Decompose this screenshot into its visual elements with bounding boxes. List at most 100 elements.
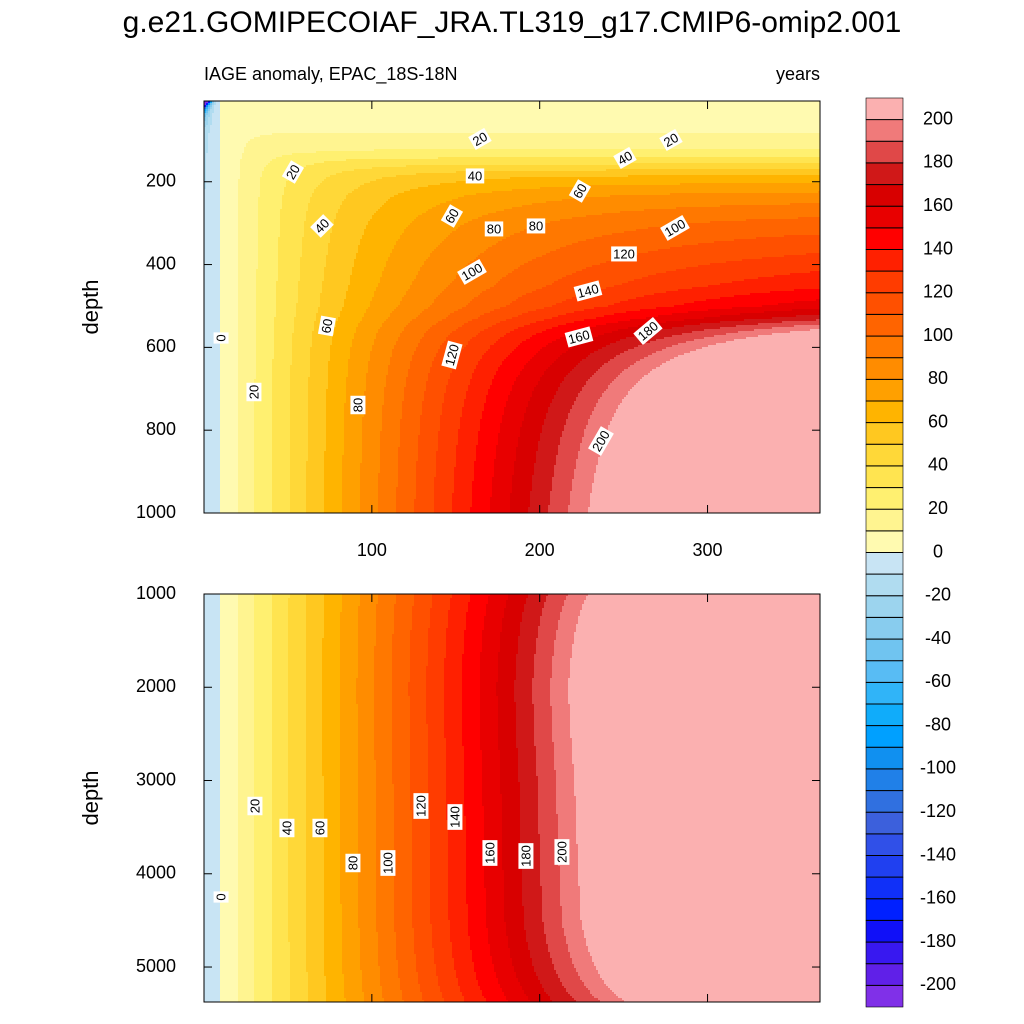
contour-fill [704, 175, 706, 183]
contour-fill [296, 133, 298, 153]
contour-fill [464, 181, 466, 195]
contour-fill [662, 157, 664, 163]
contour-fill [710, 221, 712, 243]
contour-fill [736, 205, 738, 221]
contour-fill [734, 221, 736, 239]
contour-fill [414, 133, 416, 149]
contour-fill [452, 157, 454, 165]
contour-fill [670, 209, 672, 225]
contour-fill [624, 339, 626, 351]
contour-fill [798, 101, 800, 133]
contour-fill [734, 101, 736, 133]
contour-fill [394, 932, 396, 1002]
contour-fill [712, 299, 714, 309]
contour-fill [394, 604, 396, 932]
contour-fill [750, 133, 752, 149]
contour-fill [614, 213, 616, 233]
contour-fill [816, 169, 818, 175]
contour-fill [564, 199, 566, 219]
contour-fill [464, 323, 466, 347]
contour-fill [352, 191, 354, 267]
contour-fill [742, 183, 744, 193]
contour-fill [574, 273, 576, 297]
contour-fill [554, 317, 556, 327]
contour-fill [794, 169, 796, 175]
contour-fill [594, 133, 596, 149]
contour-fill [740, 325, 742, 331]
contour-fill [782, 163, 784, 169]
contour-fill [386, 177, 388, 201]
contour-fill [400, 990, 402, 1002]
contour-fill [778, 219, 780, 237]
contour-fill [770, 175, 772, 183]
contour-fill [542, 321, 544, 331]
contour-fill [784, 183, 786, 193]
contour-fill [386, 594, 388, 1002]
contour-fill [730, 309, 732, 315]
contour-fill [776, 157, 778, 163]
contour-fill [414, 279, 416, 319]
contour-fill [698, 243, 700, 265]
contour-fill [594, 237, 596, 265]
contour-fill [752, 259, 754, 279]
contour-fill [560, 279, 562, 303]
contour-fill [672, 307, 674, 313]
contour-fill [380, 207, 382, 277]
contour-fill [434, 133, 436, 149]
contour-fill [292, 173, 294, 333]
contour-fill [604, 391, 606, 437]
contour-fill [800, 217, 802, 235]
contour-fill [718, 207, 720, 221]
contour-fill [540, 377, 542, 433]
contour-fill [600, 237, 602, 263]
contour-fill [606, 389, 608, 431]
contour-fill [766, 323, 768, 329]
contour-fill [790, 149, 792, 157]
contour-fill [672, 594, 674, 1002]
contour-fill [558, 303, 560, 315]
contour-fill [470, 321, 472, 339]
contour-fill [370, 219, 372, 301]
contour-fill [418, 215, 420, 271]
contour-fill [762, 149, 764, 157]
contour-fill [460, 594, 462, 992]
contour-fill [622, 594, 624, 1000]
contour-fill [542, 165, 544, 171]
contour-fill [338, 209, 340, 317]
contour-fill [638, 211, 640, 229]
contour-fill [596, 465, 598, 513]
contour-fill [542, 425, 544, 513]
contour-fill [800, 235, 802, 255]
contour-fill [790, 331, 792, 513]
contour-fill [430, 253, 432, 305]
contour-fill [306, 101, 308, 133]
contour-fill [758, 335, 760, 513]
contour-fill [718, 169, 720, 175]
contour-fill [640, 101, 642, 133]
contour-fill [626, 177, 628, 185]
contour-fill [816, 309, 818, 315]
contour-fill [560, 149, 562, 157]
contour-fill [354, 159, 356, 169]
contour-fill [800, 175, 802, 183]
contour-fill [500, 423, 502, 513]
contour-fill [438, 165, 440, 173]
contour-fill [734, 193, 736, 205]
contour-fill [718, 157, 720, 163]
contour-fill [616, 377, 618, 409]
contour-fill [796, 301, 798, 309]
contour-fill [394, 195, 396, 245]
contour-fill [516, 233, 518, 269]
contour-fill [618, 375, 620, 405]
contour-fill [494, 459, 496, 513]
contour-fill [272, 359, 274, 513]
contour-fill [814, 325, 816, 329]
contour-fill [700, 183, 702, 193]
contour-fill [478, 165, 480, 171]
contour-fill [758, 319, 760, 323]
contour-fill [512, 317, 514, 331]
contour-fill [606, 133, 608, 149]
contour-fill [506, 179, 508, 191]
contour-fill [424, 333, 426, 391]
contour-fill [604, 185, 606, 197]
